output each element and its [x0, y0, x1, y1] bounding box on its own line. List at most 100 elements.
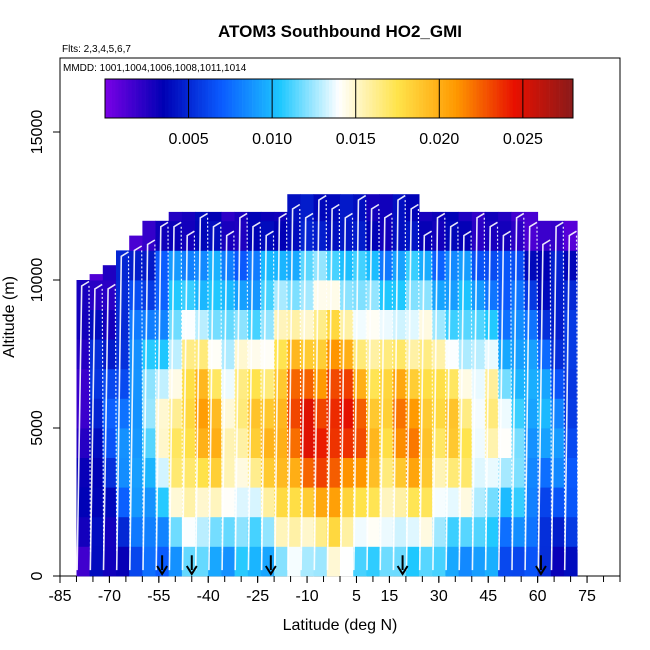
heatmap-cell — [129, 339, 143, 370]
flight-profile-line — [129, 245, 143, 571]
y-tick-label: 5000 — [29, 410, 46, 446]
colorbar-segment — [496, 79, 500, 118]
heatmap-cell — [537, 457, 552, 488]
heatmap-cell — [116, 457, 130, 488]
heatmap-cell — [550, 457, 565, 488]
heatmap-cell — [471, 457, 486, 488]
heatmap-cell — [340, 428, 354, 458]
heatmap-cell — [247, 368, 262, 399]
flight-profile-line — [379, 212, 393, 571]
heatmap-cell — [498, 220, 512, 251]
heatmap-cell — [392, 194, 407, 222]
heatmap-cell — [405, 546, 420, 577]
colorbar-segment — [225, 79, 229, 118]
heatmap-cell — [498, 211, 512, 222]
heatmap-cell — [326, 546, 341, 577]
heatmap-cell — [550, 280, 565, 310]
heatmap-cell — [392, 309, 407, 340]
heatmap-cell — [432, 280, 446, 310]
colorbar-segment — [556, 79, 560, 118]
heatmap-cell — [366, 339, 380, 370]
colorbar-segment — [151, 79, 156, 118]
heatmap-cell — [432, 220, 446, 251]
colorbar-segment — [328, 79, 333, 118]
colorbar-segment — [522, 79, 527, 118]
heatmap-cell — [484, 487, 499, 518]
heatmap-cell — [89, 546, 104, 577]
heatmap-cell — [537, 220, 552, 251]
heatmap-cell — [102, 368, 117, 399]
x-tick-label: -40 — [197, 588, 220, 605]
heatmap-cell — [274, 339, 288, 370]
flight-profile-line — [484, 221, 498, 571]
colorbar-segment — [442, 79, 447, 118]
flight-profile-descent — [127, 256, 131, 553]
heatmap-cell — [511, 368, 525, 399]
colorbar-segment — [509, 79, 514, 118]
x-axis-label: Latitude (deg N) — [283, 617, 398, 634]
heatmap-cell — [181, 457, 196, 488]
heatmap-layer — [76, 194, 578, 577]
heatmap-cell — [458, 309, 473, 340]
colorbar-segment — [195, 79, 199, 118]
colorbar-segment — [459, 79, 463, 118]
colorbar-segment — [392, 79, 397, 118]
heatmap-cell — [168, 516, 183, 547]
colorbar-segment — [489, 79, 494, 118]
flight-profile-line — [102, 283, 116, 571]
heatmap-cell — [353, 280, 367, 310]
heatmap-cell — [181, 516, 196, 547]
heatmap-cell — [405, 309, 420, 340]
heatmap-cell — [181, 487, 196, 518]
heatmap-cell — [221, 428, 235, 458]
colorbar-segment — [322, 79, 326, 118]
heatmap-cell — [458, 339, 473, 370]
heatmap-cell — [405, 280, 420, 310]
heatmap-cell — [524, 516, 539, 547]
flight-profile-descent — [417, 208, 421, 553]
heatmap-cell — [340, 309, 354, 340]
heatmap-cell — [379, 309, 394, 340]
heatmap-cell — [142, 280, 156, 310]
heatmap-cell — [511, 339, 525, 370]
y-tick-label: 10000 — [29, 258, 46, 303]
heatmap-cell — [353, 428, 367, 458]
heatmap-cell — [76, 280, 91, 310]
heatmap-cell — [195, 280, 209, 310]
heatmap-cell — [195, 428, 209, 458]
heatmap-cell — [498, 368, 512, 399]
flight-profile-line — [274, 212, 288, 571]
heatmap-cell — [142, 368, 156, 399]
heatmap-cell — [419, 280, 433, 310]
heatmap-cell — [326, 487, 341, 518]
heatmap-cell — [168, 546, 183, 577]
colorbar-segment — [108, 79, 112, 118]
heatmap-cell — [102, 309, 117, 340]
colorbar-segment — [546, 79, 550, 118]
heatmap-cell — [432, 487, 446, 518]
flight-profile-line — [260, 230, 274, 571]
heatmap-cell — [405, 368, 420, 399]
colorbar-frame — [104, 78, 574, 119]
heatmap-cell — [142, 250, 156, 281]
colorbar-segment — [115, 79, 119, 118]
heatmap-cell — [498, 250, 512, 281]
heatmap-cell — [274, 250, 288, 281]
heatmap-cell — [524, 220, 539, 251]
heatmap-cell — [221, 211, 235, 222]
heatmap-cell — [208, 309, 222, 340]
heatmap-cell — [208, 516, 222, 547]
heatmap-cell — [498, 280, 512, 310]
heatmap-cell — [379, 428, 394, 458]
heatmap-cell — [102, 457, 117, 488]
heatmap-cell — [221, 250, 235, 281]
flight-profile-line — [168, 221, 182, 571]
heatmap-cell — [353, 516, 367, 547]
colorbar-segment — [242, 79, 246, 118]
colorbar-segment — [412, 79, 417, 118]
heatmap-cell — [221, 546, 235, 577]
heatmap-cell — [524, 280, 539, 310]
heatmap-cell — [405, 516, 420, 547]
heatmap-cell — [260, 368, 275, 399]
colorbar-segment — [175, 79, 179, 118]
